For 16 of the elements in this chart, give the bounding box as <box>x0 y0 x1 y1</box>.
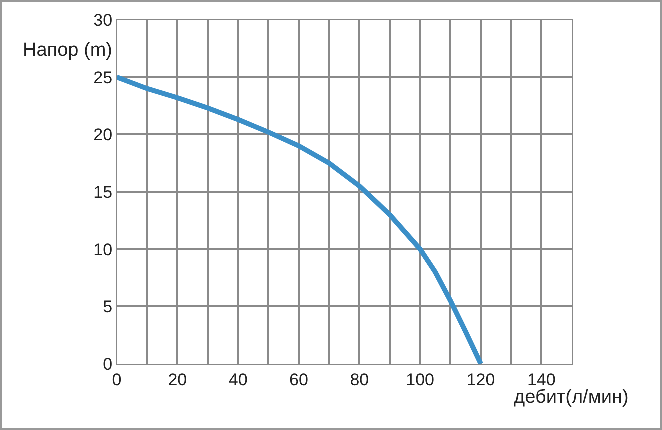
y-tick-label: 15 <box>94 182 113 202</box>
y-tick-label: 0 <box>103 354 113 374</box>
y-tick-label: 10 <box>94 240 113 260</box>
y-tick-label: 5 <box>103 298 113 317</box>
x-axis-title: дебит(л/мин) <box>514 387 629 408</box>
x-tick-label: 80 <box>350 370 370 390</box>
y-tick-label: 25 <box>94 68 113 88</box>
x-tick-label: 120 <box>466 370 496 390</box>
x-tick-label: 40 <box>228 370 248 390</box>
x-tick-label: 100 <box>406 370 435 390</box>
y-tick-label: 20 <box>94 126 113 145</box>
y-tick-label: 30 <box>94 10 113 30</box>
y-axis-title: Напор (m) <box>23 40 112 61</box>
x-tick-label: 20 <box>168 370 188 390</box>
x-tick-label: 60 <box>290 370 308 390</box>
x-tick-label: 140 <box>527 370 556 390</box>
